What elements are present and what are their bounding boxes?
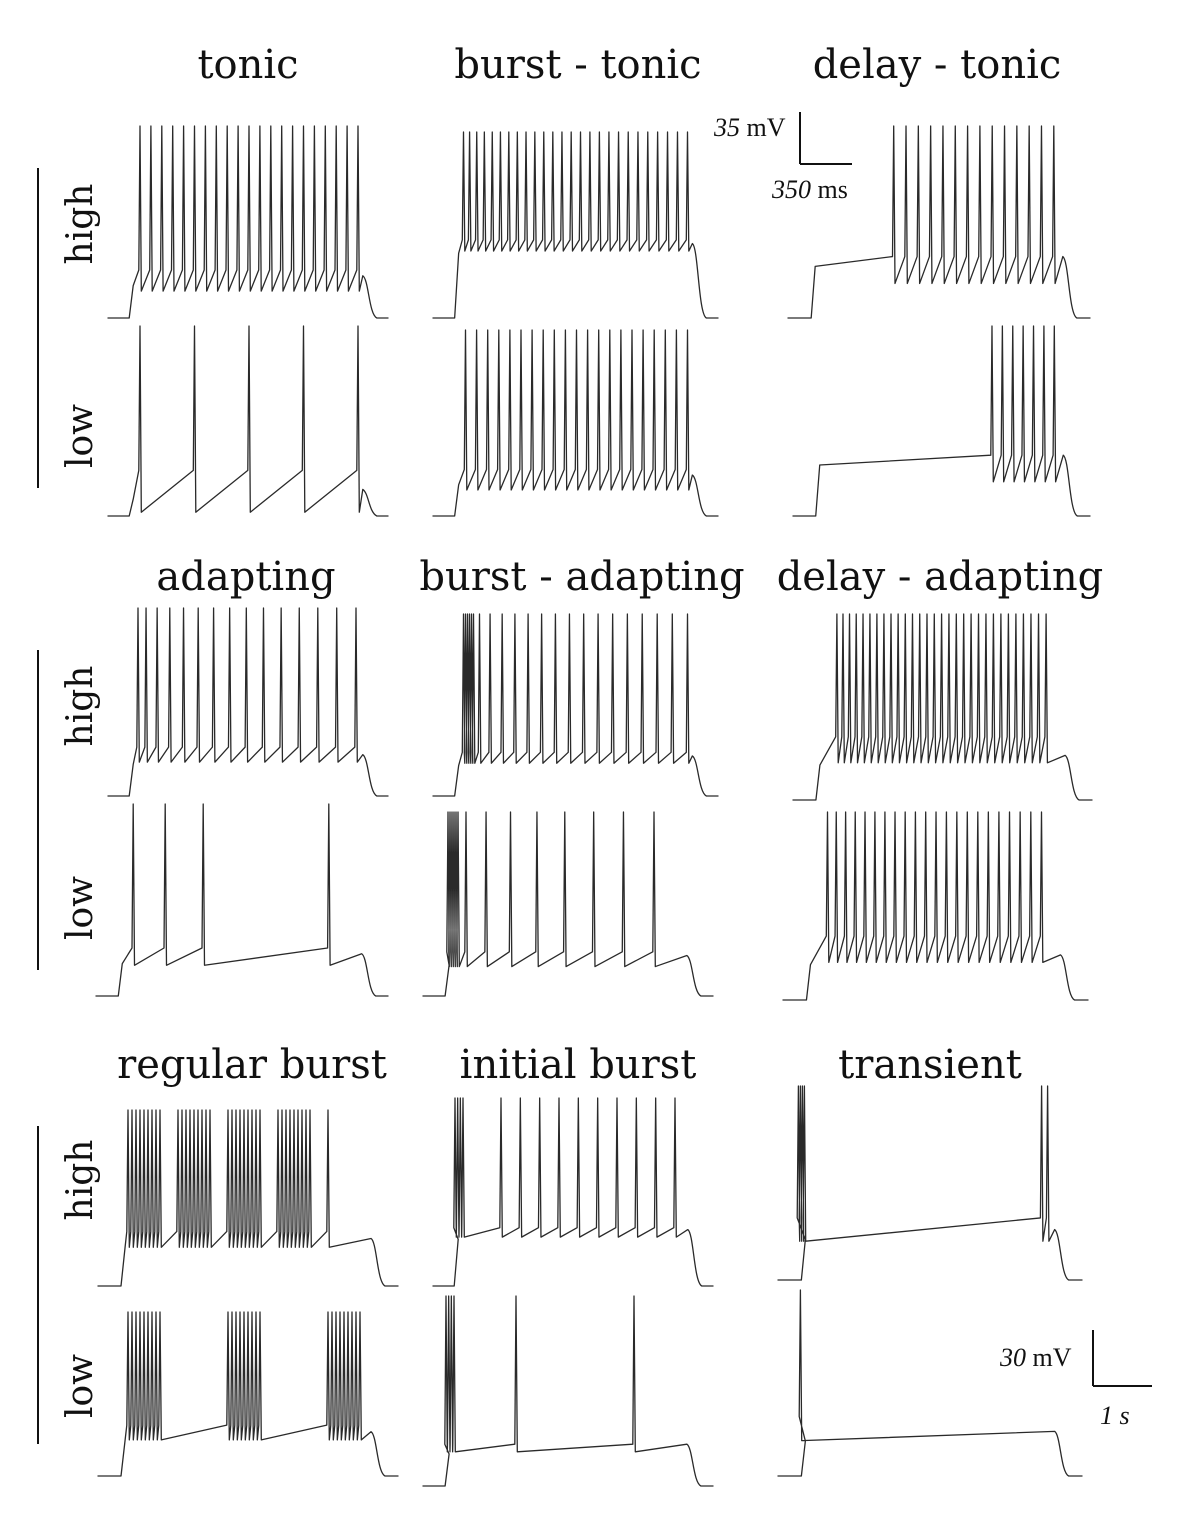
title-regular-burst: regular burst [117, 1042, 387, 1088]
scale-bar-top-time-value: 350 [771, 175, 811, 204]
trace-initial-burst-high [432, 1097, 714, 1287]
trace-burst-adapting-low-path [422, 811, 714, 997]
trace-transient-high-path [777, 1085, 1083, 1281]
trace-tonic-high-path [107, 125, 389, 319]
trace-delay-tonic-high [787, 125, 1091, 319]
trace-burst-tonic-low [432, 329, 719, 517]
trace-adapting-high-path [107, 607, 389, 797]
scale-bar-bottom-voltage: 30 mV [999, 1343, 1072, 1372]
trace-delay-adapting-low [782, 811, 1089, 1001]
trace-adapting-high [107, 607, 389, 797]
row-label-low-3: low [60, 1354, 101, 1418]
scale-bar-bottom-voltage-unit: mV [1033, 1343, 1072, 1372]
scale-bar-bottom-time-unit: s [1120, 1401, 1130, 1430]
trace-tonic-high [107, 125, 389, 319]
title-burst-tonic: burst - tonic [454, 42, 701, 88]
trace-transient-high [777, 1085, 1083, 1281]
trace-delay-adapting-high [792, 613, 1093, 801]
trace-burst-adapting-low [422, 811, 714, 997]
trace-delay-adapting-low-path [782, 811, 1089, 1001]
trace-initial-burst-low [422, 1295, 714, 1487]
trace-tonic-low [107, 325, 389, 517]
scale-bar-bottom-time: 1 s [1100, 1401, 1130, 1430]
trace-burst-tonic-high [432, 131, 719, 319]
trace-burst-adapting-high [432, 613, 719, 797]
title-delay-adapting: delay - adapting [777, 554, 1104, 600]
row-label-high-3: high [60, 1140, 101, 1221]
trace-delay-tonic-low [792, 325, 1091, 517]
trace-transient-low-path [777, 1289, 1083, 1477]
title-tonic: tonic [197, 42, 298, 88]
scale-bar-bottom-time-value: 1 [1100, 1401, 1113, 1430]
trace-regular-burst-high [97, 1109, 399, 1287]
row-label-high-1: high [60, 184, 101, 265]
trace-initial-burst-high-path [432, 1097, 714, 1287]
trace-delay-tonic-low-path [792, 325, 1091, 517]
trace-adapting-low-path [95, 803, 389, 997]
trace-delay-adapting-high-path [792, 613, 1093, 801]
row-label-low-2: low [60, 876, 101, 940]
trace-burst-adapting-high-path [432, 613, 719, 797]
trace-transient-low [777, 1289, 1083, 1477]
title-transient: transient [838, 1042, 1022, 1088]
scale-bar-top-voltage: 35 mV [713, 113, 786, 142]
row-label-high-2: high [60, 666, 101, 747]
trace-regular-burst-low [97, 1311, 399, 1477]
title-adapting: adapting [156, 554, 335, 600]
scale-bar-top-time-unit: ms [818, 175, 848, 204]
scale-bar-top-time: 350 ms [771, 175, 848, 204]
trace-regular-burst-low-path [97, 1311, 399, 1477]
trace-initial-burst-low-path [422, 1295, 714, 1487]
scale-bar-top-voltage-unit: mV [747, 113, 786, 142]
trace-tonic-low-path [107, 325, 389, 517]
scale-bar-bottom-voltage-value: 30 [999, 1343, 1026, 1372]
scale-bar-top-voltage-value: 35 [713, 113, 740, 142]
trace-regular-burst-high-path [97, 1109, 399, 1287]
title-delay-tonic: delay - tonic [813, 42, 1062, 88]
scale-bar-top: 35 mV 350 ms [713, 112, 852, 204]
title-initial-burst: initial burst [460, 1042, 697, 1088]
row-label-low-1: low [60, 404, 101, 468]
title-burst-adapting: burst - adapting [419, 554, 744, 600]
scale-bar-bottom: 30 mV 1 s [999, 1330, 1152, 1430]
trace-burst-tonic-high-path [432, 131, 719, 319]
trace-adapting-low [95, 803, 389, 997]
trace-burst-tonic-low-path [432, 329, 719, 517]
trace-delay-tonic-high-path [787, 125, 1091, 319]
